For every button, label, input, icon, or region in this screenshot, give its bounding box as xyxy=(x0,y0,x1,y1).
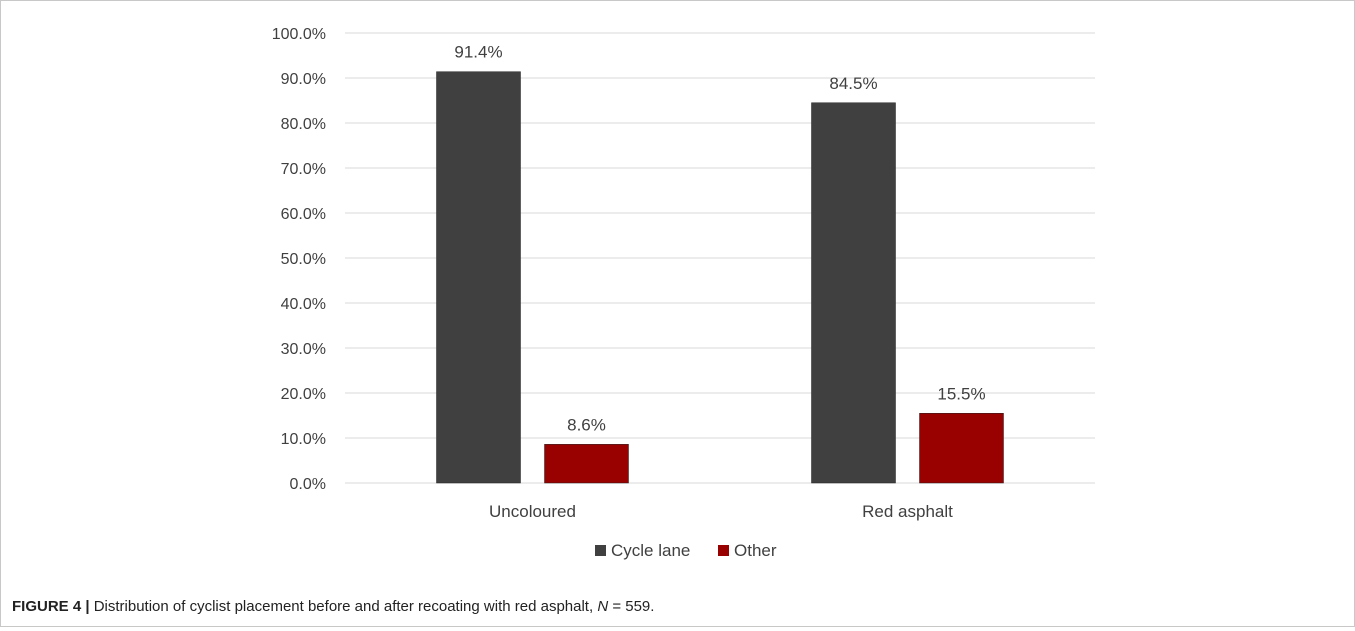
legend-swatch-cycle-lane xyxy=(595,545,606,556)
y-tick-label: 60.0% xyxy=(281,206,326,223)
y-tick-label: 30.0% xyxy=(281,341,326,358)
figure-caption: FIGURE 4 | Distribution of cyclist place… xyxy=(12,598,654,615)
legend: Cycle lane Other xyxy=(595,541,777,560)
figure-label: FIGURE 4 | xyxy=(12,598,90,615)
y-tick-label: 90.0% xyxy=(281,71,326,88)
y-tick-label: 70.0% xyxy=(281,161,326,178)
x-category-label: Red asphalt xyxy=(862,502,953,521)
x-category-label: Uncoloured xyxy=(489,502,576,521)
bars xyxy=(436,71,1004,484)
legend-label-cycle-lane: Cycle lane xyxy=(611,541,690,560)
y-tick-label: 20.0% xyxy=(281,386,326,403)
data-label: 91.4% xyxy=(454,43,502,62)
y-tick-label: 40.0% xyxy=(281,296,326,313)
legend-label-other: Other xyxy=(734,541,777,560)
bar xyxy=(919,413,1004,484)
caption-n-symbol: N xyxy=(597,598,609,615)
legend-swatch-other xyxy=(718,545,729,556)
x-axis-category-labels: Uncoloured Red asphalt xyxy=(489,502,953,521)
y-tick-label: 0.0% xyxy=(290,476,326,493)
bar xyxy=(544,444,629,484)
bar xyxy=(436,71,521,484)
data-labels: 91.4% 8.6% 84.5% 15.5% xyxy=(454,43,985,435)
data-label: 8.6% xyxy=(567,415,606,434)
bar xyxy=(811,102,896,484)
caption-text-after: = 559. xyxy=(608,598,655,615)
data-label: 15.5% xyxy=(937,384,985,403)
y-tick-label: 10.0% xyxy=(281,431,326,448)
bar-chart: 0.0% 10.0% 20.0% 30.0% 40.0% 50.0% 60.0% 70.0% 8… xyxy=(272,26,1095,560)
y-tick-label: 100.0% xyxy=(272,26,326,43)
caption-text-before: Distribution of cyclist placement before… xyxy=(89,598,598,615)
y-axis-tick-labels: 0.0% 10.0% 20.0% 30.0% 40.0% 50.0% 60.0% 70.0% 8… xyxy=(272,26,326,493)
data-label: 84.5% xyxy=(829,74,877,93)
y-tick-label: 80.0% xyxy=(281,116,326,133)
y-tick-label: 50.0% xyxy=(281,251,326,268)
